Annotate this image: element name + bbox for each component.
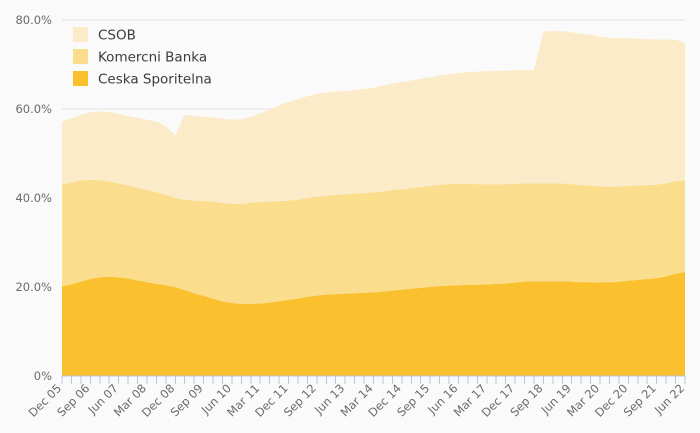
legend-label: Ceska Sporitelna (98, 72, 212, 88)
y-axis-labels: 0% 20.0% 40.0% 60.0% 80.0% (15, 13, 52, 383)
legend-label: CSOB (98, 28, 136, 44)
x-tick-label: Jun 22 (651, 381, 687, 417)
legend-swatch (73, 49, 88, 64)
x-tick-label: Sep 06 (54, 381, 92, 419)
x-axis (61, 375, 686, 384)
legend-item[interactable]: Komercni Banka (73, 49, 207, 66)
x-tick-label: Sep 21 (621, 381, 659, 419)
legend-item[interactable]: CSOB (73, 27, 136, 44)
y-tick-label: 20.0% (15, 280, 52, 294)
area-series-csob (62, 31, 685, 204)
area-series-ceska-sporitelna (62, 271, 685, 376)
x-tick-label: Sep 09 (168, 381, 206, 419)
x-tick-label: Sep 15 (394, 381, 432, 419)
y-tick-label: 80.0% (15, 13, 52, 27)
y-tick-label: 40.0% (15, 191, 52, 205)
y-tick-label: 0% (34, 369, 52, 383)
area-series-komercni-banka (62, 179, 685, 304)
legend-item[interactable]: Ceska Sporitelna (73, 71, 212, 88)
legend-swatch (73, 27, 88, 42)
chart-legend[interactable]: CSOB Komercni Banka Ceska Sporitelna (73, 27, 212, 88)
x-tick-label: Sep 18 (507, 381, 545, 419)
y-tick-label: 60.0% (15, 102, 52, 116)
area-series-group (62, 31, 685, 376)
legend-swatch (73, 71, 88, 86)
legend-label: Komercni Banka (98, 50, 207, 66)
x-tick-label: Sep 12 (281, 381, 319, 419)
